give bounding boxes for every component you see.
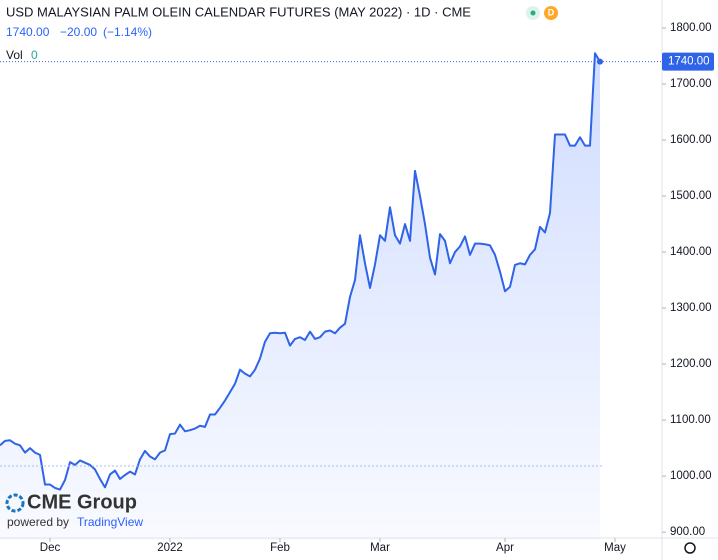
- y-tick-label: 1100.00: [670, 414, 711, 426]
- y-tick-label: 1800.00: [670, 22, 712, 34]
- plot-area: [0, 52, 603, 541]
- y-tick-label: 1300.00: [670, 302, 712, 314]
- delay-badge-letter: D: [548, 7, 555, 17]
- x-tick-label: Feb: [270, 542, 290, 554]
- x-tick-label: May: [604, 542, 626, 554]
- y-tick-label: 1200.00: [670, 358, 712, 370]
- logo-text: CME Group: [27, 491, 137, 513]
- last-price-label: 1740.00: [668, 56, 710, 68]
- y-tick-label: 1400.00: [670, 246, 712, 258]
- x-tick-label: 2022: [157, 542, 183, 554]
- price-line: [0, 52, 601, 491]
- powered-by: powered by: [7, 515, 69, 529]
- provider: TradingView: [77, 515, 143, 529]
- area-fill: [0, 53, 600, 541]
- settings-icon[interactable]: [684, 542, 696, 554]
- x-tick-label: Apr: [496, 542, 514, 554]
- y-tick-label: 900.00: [670, 526, 705, 538]
- last-price-tag: [662, 52, 714, 71]
- legend-change-pct: (−1.14%): [103, 25, 152, 39]
- y-tick-label: 1500.00: [670, 190, 712, 202]
- status-dot: [530, 10, 536, 16]
- logo-icon: [5, 493, 25, 513]
- y-tick-label: 1000.00: [670, 470, 712, 482]
- y-tick-label: 1700.00: [670, 78, 712, 90]
- legend-last: 1740.00: [6, 25, 50, 39]
- vol-label: Vol: [6, 48, 23, 62]
- vol-value: 0: [31, 48, 38, 62]
- y-tick-label: 1600.00: [670, 134, 712, 146]
- delay-badge: [544, 6, 558, 20]
- x-tick-label: Dec: [40, 542, 61, 554]
- logo: CME Group powered by TradingView: [5, 491, 143, 529]
- x-tick-label: Mar: [370, 542, 390, 554]
- chart-title: USD MALAYSIAN PALM OLEIN CALENDAR FUTURE…: [6, 4, 471, 19]
- legend-change: −20.00: [60, 25, 97, 39]
